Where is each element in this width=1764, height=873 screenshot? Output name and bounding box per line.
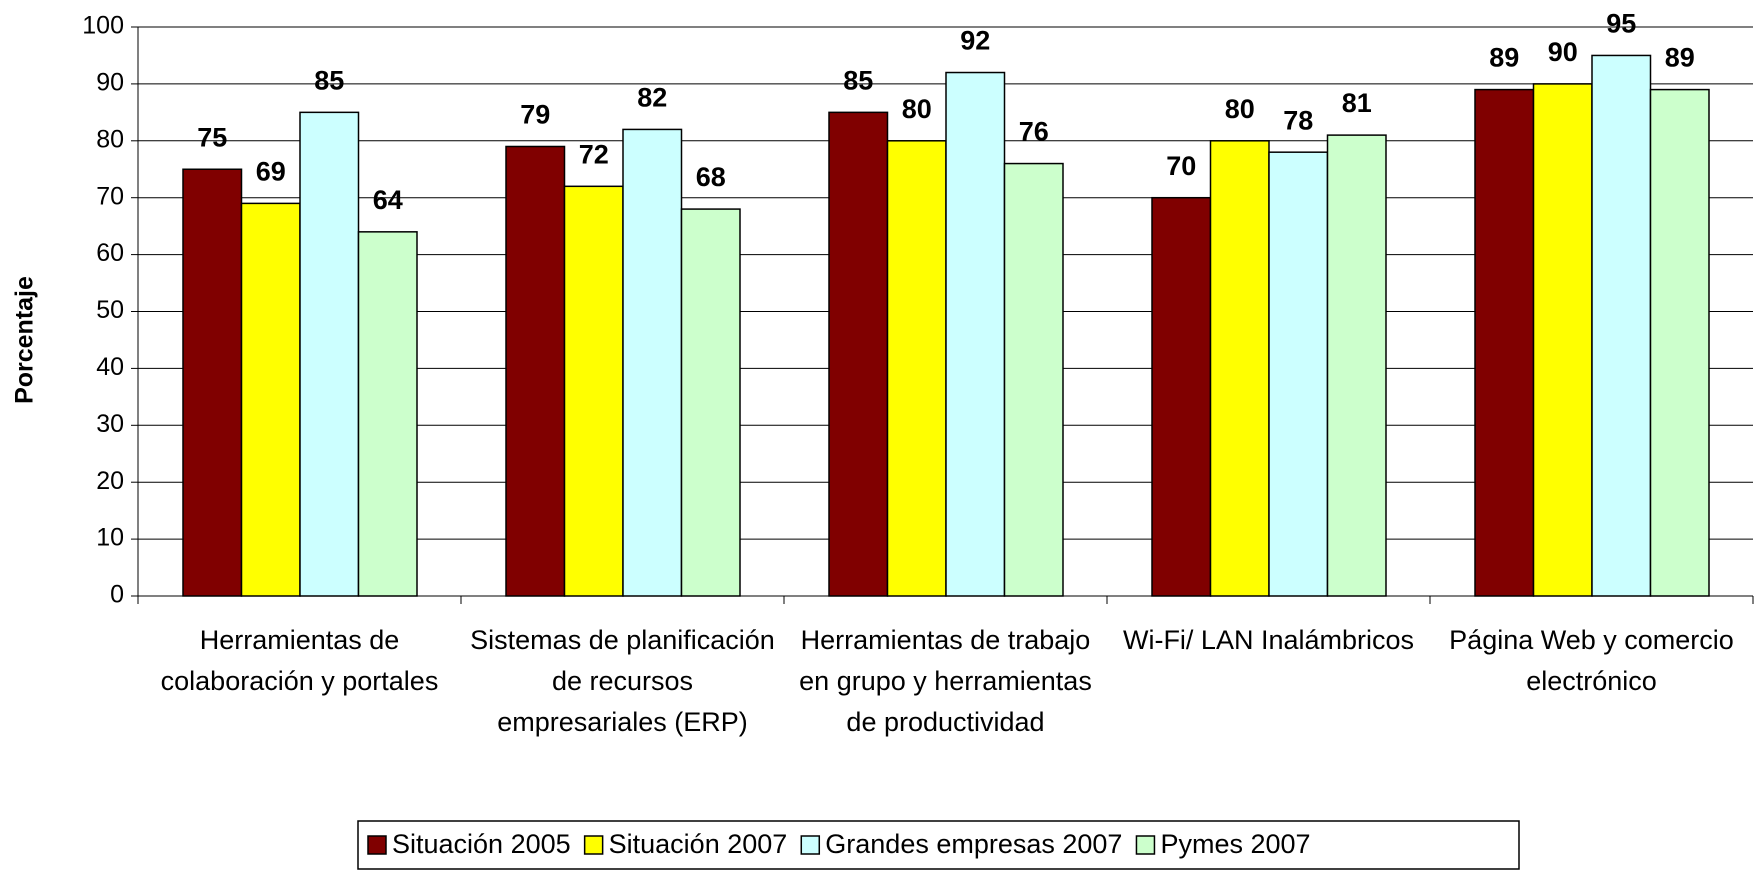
data-label: 85 — [843, 65, 873, 95]
legend-swatch — [800, 835, 821, 855]
y-tick-label: 70 — [96, 182, 124, 210]
bar — [680, 208, 741, 597]
bar — [1326, 134, 1387, 597]
data-label: 89 — [1665, 43, 1695, 73]
data-label: 81 — [1342, 88, 1372, 118]
data-label: 64 — [373, 185, 403, 215]
y-tick-label: 100 — [82, 12, 124, 40]
bar — [505, 145, 566, 597]
bar — [182, 168, 243, 597]
bar — [1591, 54, 1652, 597]
bar — [1003, 162, 1064, 597]
legend-label: Grandes empresas 2007 — [825, 829, 1122, 859]
y-tick-label: 20 — [96, 467, 124, 495]
x-tick-label: Página Web y comercio electrónico — [1449, 625, 1734, 696]
data-label: 82 — [637, 83, 667, 113]
data-label: 68 — [696, 162, 726, 192]
bar — [886, 140, 947, 597]
legend-swatch — [1135, 835, 1156, 855]
x-tick-label: Herramientas de colaboración y portales — [160, 625, 439, 696]
data-label: 95 — [1606, 9, 1636, 39]
legend-swatch — [367, 835, 387, 855]
legend-label: Situación 2007 — [609, 829, 788, 859]
data-label: 75 — [197, 122, 227, 152]
data-label: 80 — [902, 94, 932, 124]
data-label: 90 — [1548, 37, 1578, 67]
data-label: 69 — [256, 157, 286, 187]
data-label: 79 — [520, 100, 550, 130]
legend-label: Situación 2005 — [392, 829, 571, 859]
y-tick-label: 0 — [110, 581, 124, 609]
legend-swatch — [583, 835, 604, 855]
x-tick-label: Wi-Fi/ LAN Inalámbricos — [1122, 625, 1415, 655]
bar — [1532, 83, 1593, 597]
bar — [828, 111, 889, 597]
y-tick-label: 90 — [96, 69, 124, 97]
y-tick-label: 60 — [96, 239, 124, 267]
y-tick-label: 40 — [96, 353, 124, 381]
bar — [240, 202, 301, 597]
legend-label: Pymes 2007 — [1160, 829, 1310, 859]
bar — [563, 185, 624, 597]
data-label: 80 — [1225, 94, 1255, 124]
data-label: 85 — [314, 65, 344, 95]
bar — [1209, 140, 1270, 597]
y-tick-label: 80 — [96, 125, 124, 153]
legend-box — [357, 820, 1520, 870]
x-tick-label: Sistemas de planificación de recursos em… — [470, 625, 775, 737]
data-label: 92 — [960, 26, 990, 56]
data-label: 89 — [1489, 43, 1519, 73]
x-tick-label: Herramientas de trabajo en grupo y herra… — [799, 625, 1092, 737]
bar — [357, 231, 418, 597]
bar — [1268, 151, 1329, 597]
bar — [1474, 88, 1535, 597]
y-tick-label: 10 — [96, 524, 124, 552]
bar — [1151, 196, 1212, 597]
bar — [945, 71, 1006, 597]
y-tick-label: 50 — [96, 296, 124, 324]
data-label: 72 — [579, 139, 609, 169]
bar — [299, 111, 360, 597]
y-axis-label: Porcentaje — [11, 276, 39, 404]
y-tick-label: 30 — [96, 410, 124, 438]
bar — [1649, 88, 1710, 597]
data-label: 78 — [1283, 105, 1313, 135]
bar — [622, 128, 683, 597]
data-label: 70 — [1166, 151, 1196, 181]
data-label: 76 — [1019, 117, 1049, 147]
